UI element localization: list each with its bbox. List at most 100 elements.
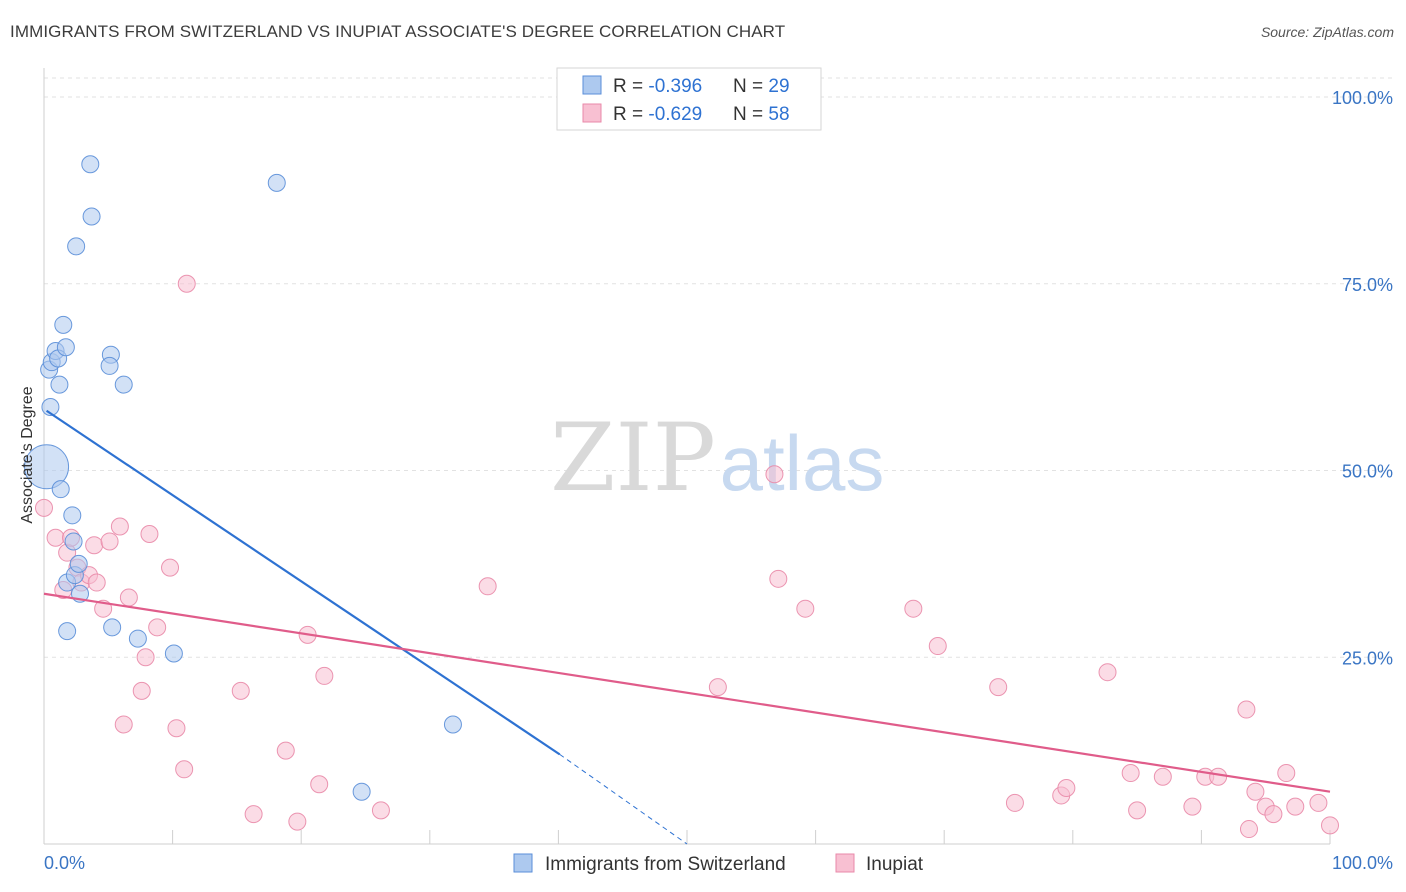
r-label: R =	[613, 104, 648, 125]
point-immigrants-from-switzerland	[56, 338, 75, 357]
n-value: 29	[768, 76, 789, 97]
svg-text:N = 58: N = 58	[733, 104, 790, 125]
point-inupiat	[231, 681, 250, 700]
point-inupiat	[989, 678, 1008, 697]
point-inupiat	[1057, 778, 1076, 797]
point-immigrants-from-switzerland	[64, 532, 83, 551]
point-immigrants-from-switzerland	[24, 444, 70, 490]
point-inupiat	[288, 812, 307, 831]
legend-swatch-inupiat	[835, 853, 855, 873]
point-inupiat	[177, 274, 196, 293]
y-tick-label: 50.0%	[1342, 462, 1393, 482]
trend-line-inupiat	[43, 592, 1331, 793]
point-inupiat	[46, 528, 65, 547]
legend-label-inupiat: Inupiat	[866, 854, 924, 875]
point-inupiat	[1121, 764, 1140, 783]
n-label: N =	[733, 76, 768, 97]
point-inupiat	[148, 618, 167, 637]
trend-line-immigrants-from-switzerland	[45, 409, 561, 756]
point-inupiat	[136, 648, 155, 667]
watermark-zip: ZIP	[550, 404, 716, 513]
point-inupiat	[1246, 782, 1265, 801]
legend-swatch-switzerland	[513, 853, 533, 873]
point-immigrants-from-switzerland	[81, 155, 100, 174]
point-inupiat	[928, 637, 947, 656]
point-inupiat	[478, 577, 497, 596]
y-tick-label: 100.0%	[1332, 88, 1393, 108]
y-tick-label: 75.0%	[1342, 275, 1393, 295]
point-inupiat	[1153, 767, 1172, 786]
points-layer	[24, 155, 1339, 839]
point-immigrants-from-switzerland	[352, 782, 371, 801]
point-immigrants-from-switzerland	[128, 629, 147, 648]
point-immigrants-from-switzerland	[67, 237, 86, 256]
point-immigrants-from-switzerland	[82, 207, 101, 226]
point-inupiat	[1321, 816, 1339, 835]
grid-layer	[44, 77, 1392, 658]
chart-title: IMMIGRANTS FROM SWITZERLAND VS INUPIAT A…	[10, 22, 786, 41]
watermark: ZIP atlas	[550, 404, 884, 513]
point-inupiat	[1237, 700, 1256, 719]
stats-legend-swatch-switzerland	[582, 75, 602, 95]
r-value: -0.629	[648, 104, 702, 125]
point-immigrants-from-switzerland	[63, 506, 82, 525]
trend-layer	[43, 409, 1331, 845]
point-inupiat	[904, 599, 923, 618]
point-immigrants-from-switzerland	[50, 375, 69, 394]
point-inupiat	[167, 719, 186, 738]
point-inupiat	[1098, 663, 1117, 682]
point-immigrants-from-switzerland	[164, 644, 183, 663]
point-inupiat	[1286, 797, 1305, 816]
n-label: N =	[733, 104, 768, 125]
point-inupiat	[1183, 797, 1202, 816]
point-inupiat	[132, 681, 151, 700]
point-immigrants-from-switzerland	[267, 173, 286, 192]
x-tick-label-max: 100.0%	[1332, 853, 1393, 873]
point-inupiat	[100, 532, 119, 551]
point-immigrants-from-switzerland	[54, 315, 73, 334]
point-immigrants-from-switzerland	[51, 480, 70, 499]
x-tick-label-min: 0.0%	[44, 853, 85, 873]
point-inupiat	[140, 524, 159, 543]
point-immigrants-from-switzerland	[103, 618, 122, 637]
point-immigrants-from-switzerland	[41, 398, 60, 417]
point-inupiat	[765, 465, 784, 484]
stats-legend-swatch-inupiat	[582, 103, 602, 123]
point-inupiat	[1309, 793, 1328, 812]
y-tick-label: 25.0%	[1342, 648, 1393, 668]
point-inupiat	[110, 517, 129, 536]
point-inupiat	[796, 599, 815, 618]
point-immigrants-from-switzerland	[443, 715, 462, 734]
stats-legend-row-inupiat: R = -0.629	[613, 104, 702, 125]
point-inupiat	[161, 558, 180, 577]
point-inupiat	[276, 741, 295, 760]
point-inupiat	[708, 678, 727, 697]
legend-label-switzerland: Immigrants from Switzerland	[545, 854, 786, 875]
point-immigrants-from-switzerland	[114, 375, 133, 394]
point-immigrants-from-switzerland	[58, 622, 77, 641]
stats-legend-row-switzerland: R = -0.396	[613, 76, 702, 97]
point-inupiat	[1277, 764, 1296, 783]
point-inupiat	[310, 775, 329, 794]
point-inupiat	[371, 801, 390, 820]
point-inupiat	[1128, 801, 1147, 820]
source-label: Source: ZipAtlas.com	[1260, 24, 1394, 40]
r-label: R =	[613, 76, 648, 97]
point-inupiat	[35, 498, 53, 517]
point-inupiat	[175, 760, 194, 779]
point-immigrants-from-switzerland	[69, 554, 88, 573]
series-legend: Immigrants from Switzerland Inupiat	[513, 853, 924, 875]
point-inupiat	[87, 573, 106, 592]
point-inupiat	[1005, 793, 1024, 812]
y-axis-label: Associate's Degree	[19, 386, 36, 524]
point-inupiat	[1264, 805, 1283, 824]
point-inupiat	[244, 805, 263, 824]
stats-legend: R = -0.396 N = 29 R = -0.629 N = 58	[556, 67, 822, 131]
point-inupiat	[114, 715, 133, 734]
watermark-atlas: atlas	[720, 419, 885, 507]
n-value: 58	[768, 104, 789, 125]
svg-text:N = 29: N = 29	[733, 76, 790, 97]
point-inupiat	[1209, 767, 1228, 786]
point-inupiat	[315, 666, 334, 685]
